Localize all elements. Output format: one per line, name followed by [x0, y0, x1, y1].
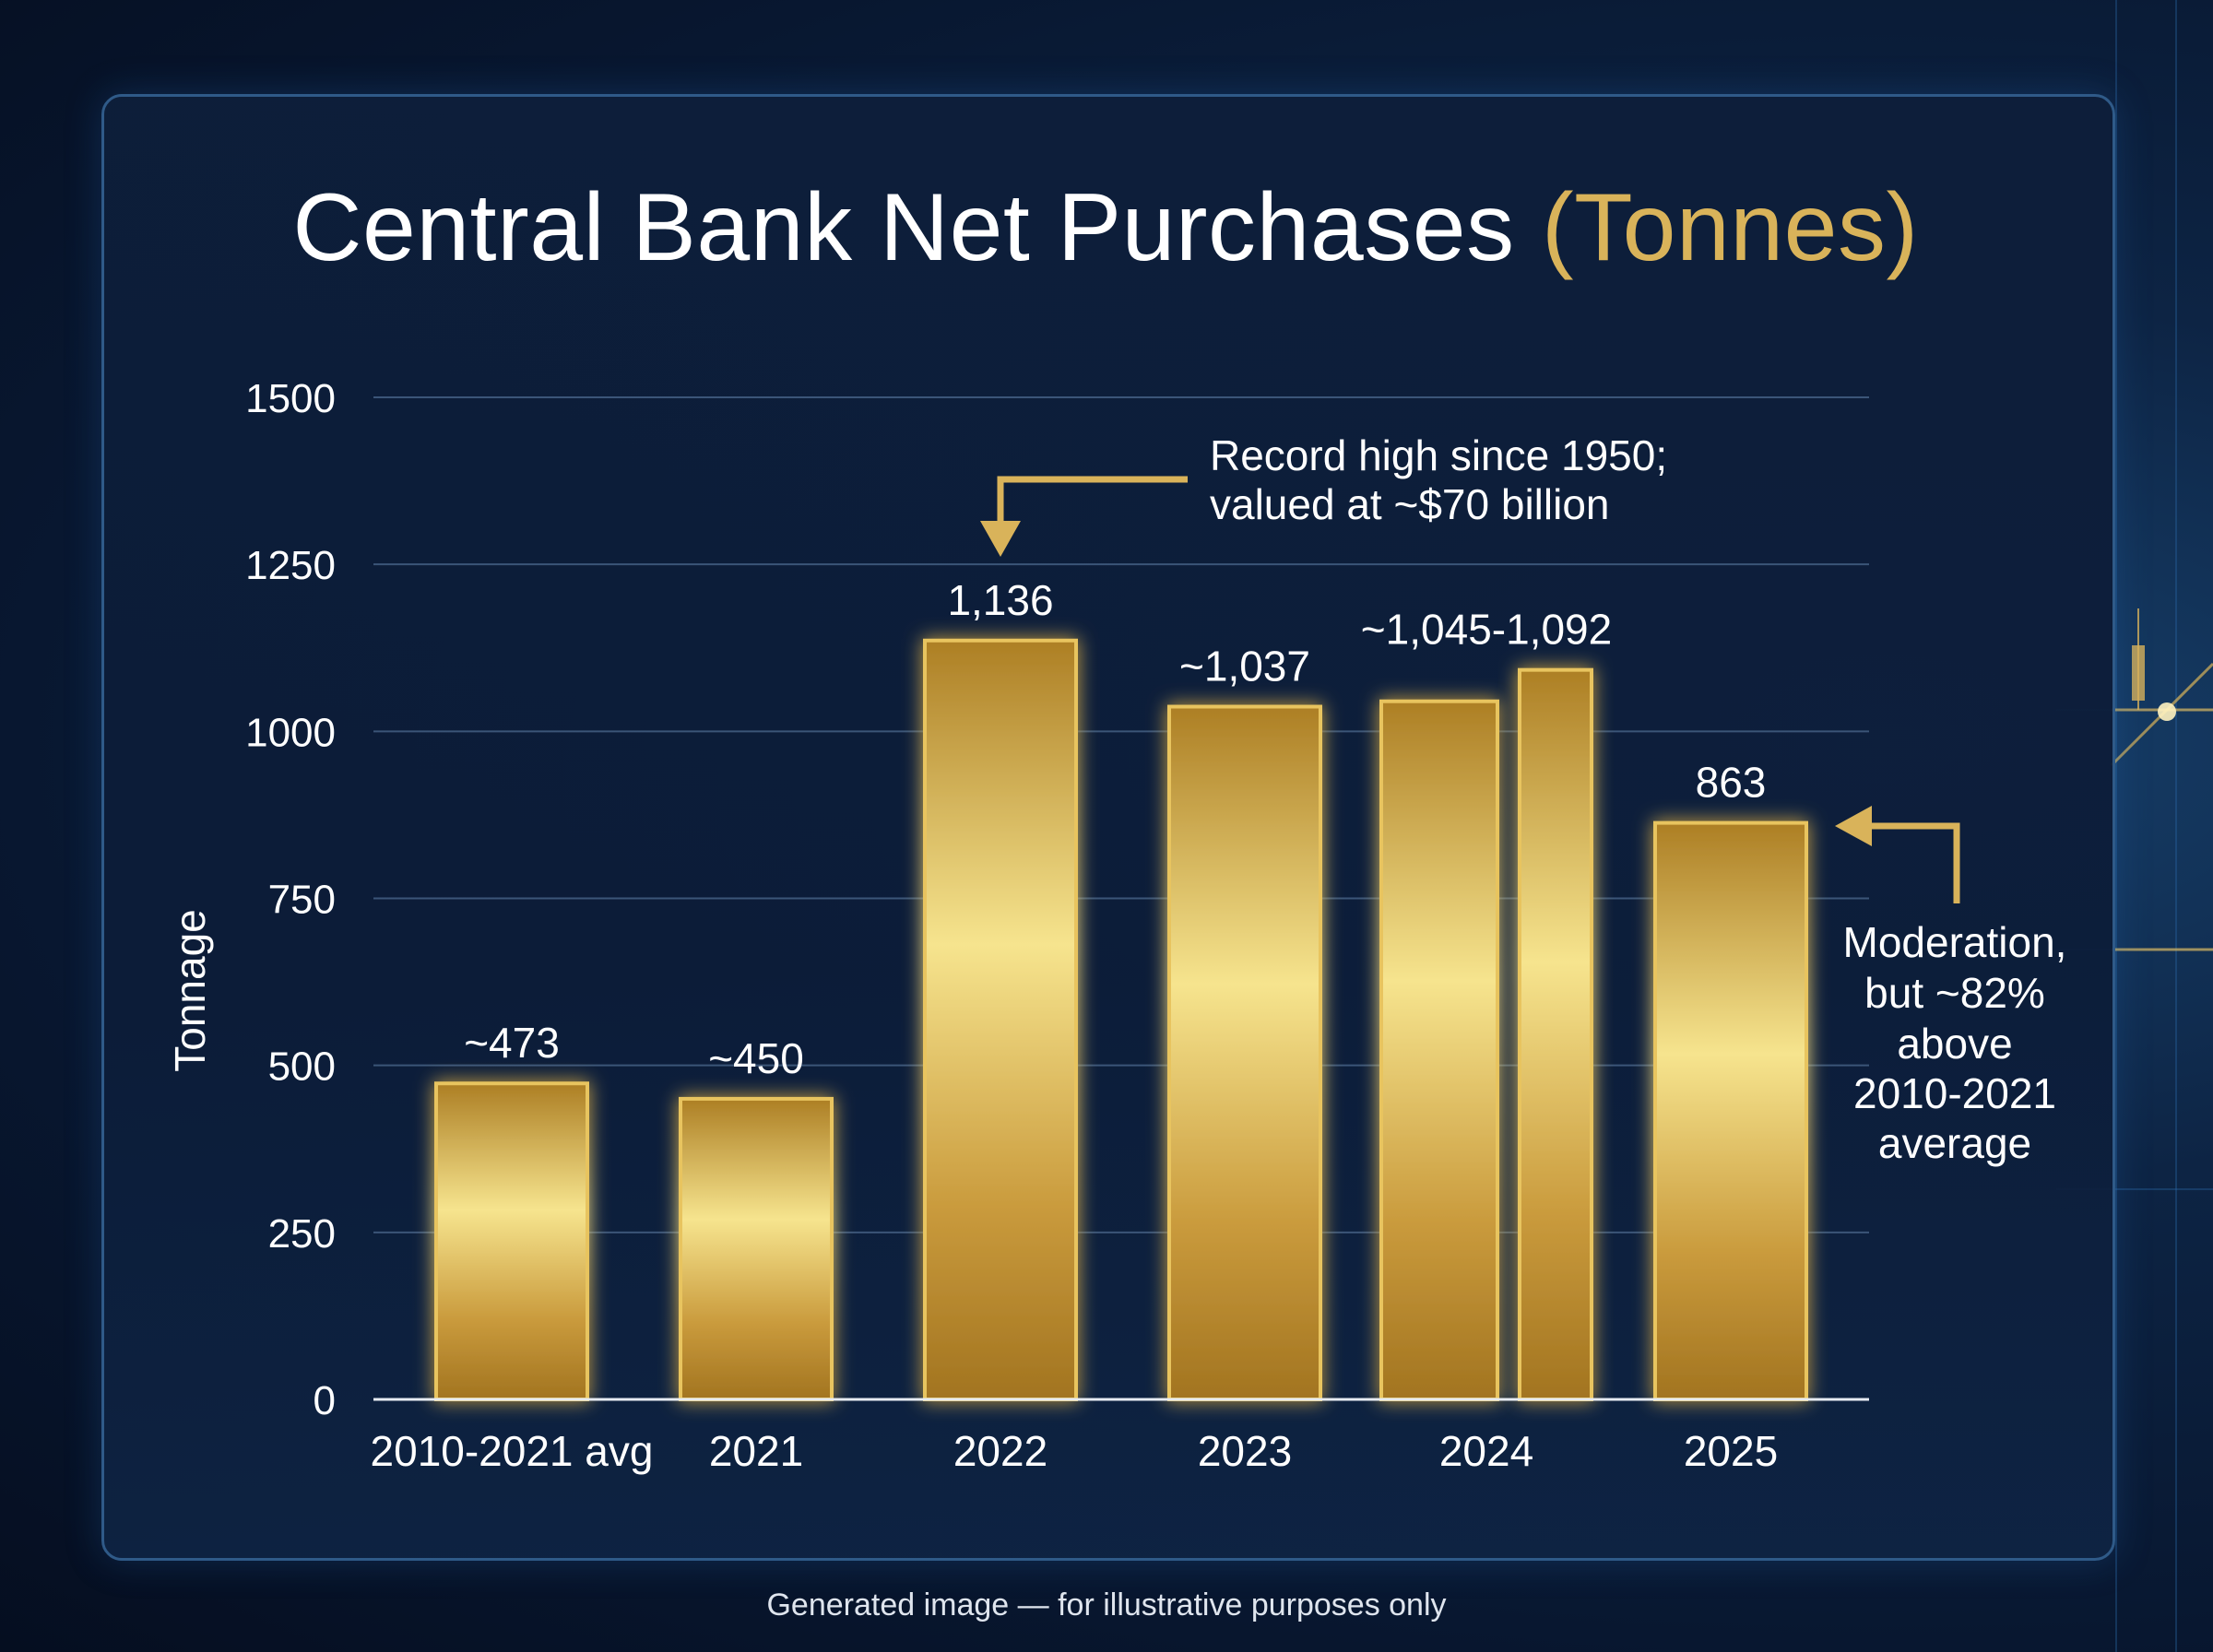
chart-title-accent: (Tonnes) — [1541, 174, 1919, 281]
annotation-moderation-line4: 2010-2021 — [1853, 1069, 2056, 1117]
annotation-moderation-line2: but ~82% — [1864, 969, 2045, 1017]
arrowhead-down-icon — [980, 521, 1021, 557]
arrow-down-icon — [997, 476, 1188, 521]
bar-2025 — [1653, 820, 1808, 1401]
gridlines — [373, 396, 1869, 1233]
x-category-label: 2010-2021 avg — [371, 1427, 654, 1475]
chart-title: Central Bank Net Purchases (Tonnes) — [101, 173, 2110, 283]
arrowhead-left-icon — [1835, 806, 1872, 846]
bar-2024-1 — [1379, 699, 1499, 1401]
data-label: ~450 — [708, 1034, 804, 1082]
x-category-label: 2022 — [953, 1427, 1047, 1475]
y-tick-label: 0 — [314, 1378, 336, 1423]
x-category-label: 2025 — [1684, 1427, 1778, 1475]
annotation-moderation-line1: Moderation, — [1843, 918, 2067, 966]
bar-2021 — [679, 1096, 834, 1402]
data-labels: ~473 ~450 1,136 ~1,037 ~1,045-1,092 863 — [464, 576, 1766, 1082]
bar-2022 — [923, 638, 1078, 1401]
y-tick-label: 250 — [268, 1211, 336, 1257]
x-axis-categories: 2010-2021 avg 2021 2022 2023 2024 2025 — [371, 1427, 1779, 1475]
data-label: ~1,045-1,092 — [1361, 606, 1612, 654]
y-axis-ticks: 0 250 500 750 1000 1250 1500 — [245, 376, 336, 1423]
y-tick-label: 1250 — [245, 543, 336, 588]
bar-2023 — [1167, 704, 1322, 1401]
annotation-moderation-line3: above — [1897, 1020, 2012, 1068]
y-tick-label: 500 — [268, 1044, 336, 1090]
bars — [434, 638, 1808, 1402]
y-tick-label: 750 — [268, 878, 336, 923]
annotation-record-high-line1: Record high since 1950; — [1210, 431, 1667, 479]
x-category-label: 2023 — [1198, 1427, 1292, 1475]
data-label: 863 — [1696, 759, 1767, 807]
bar-2010-2021 avg — [434, 1081, 589, 1401]
annotation-record-high: Record high since 1950; valued at ~$70 b… — [980, 431, 1667, 557]
bar-2024-2 — [1518, 667, 1593, 1401]
data-label: 1,136 — [947, 576, 1053, 624]
footnote: Generated image — for illustrative purpo… — [766, 1587, 1447, 1622]
y-axis-title: Tonnage — [166, 909, 214, 1072]
arrow-left-icon — [1872, 822, 1960, 903]
data-label: ~1,037 — [1179, 643, 1310, 690]
annotation-record-high-line2: valued at ~$70 billion — [1210, 480, 1610, 528]
annotation-moderation: Moderation, but ~82% above 2010-2021 ave… — [1835, 806, 2066, 1167]
y-tick-label: 1500 — [245, 376, 336, 421]
y-tick-label: 1000 — [245, 710, 336, 755]
annotation-moderation-line5: average — [1878, 1119, 2031, 1167]
x-category-label: 2021 — [709, 1427, 803, 1475]
data-label: ~473 — [464, 1019, 560, 1067]
chart-title-main: Central Bank Net Purchases — [292, 174, 1515, 281]
x-category-label: 2024 — [1439, 1427, 1533, 1475]
